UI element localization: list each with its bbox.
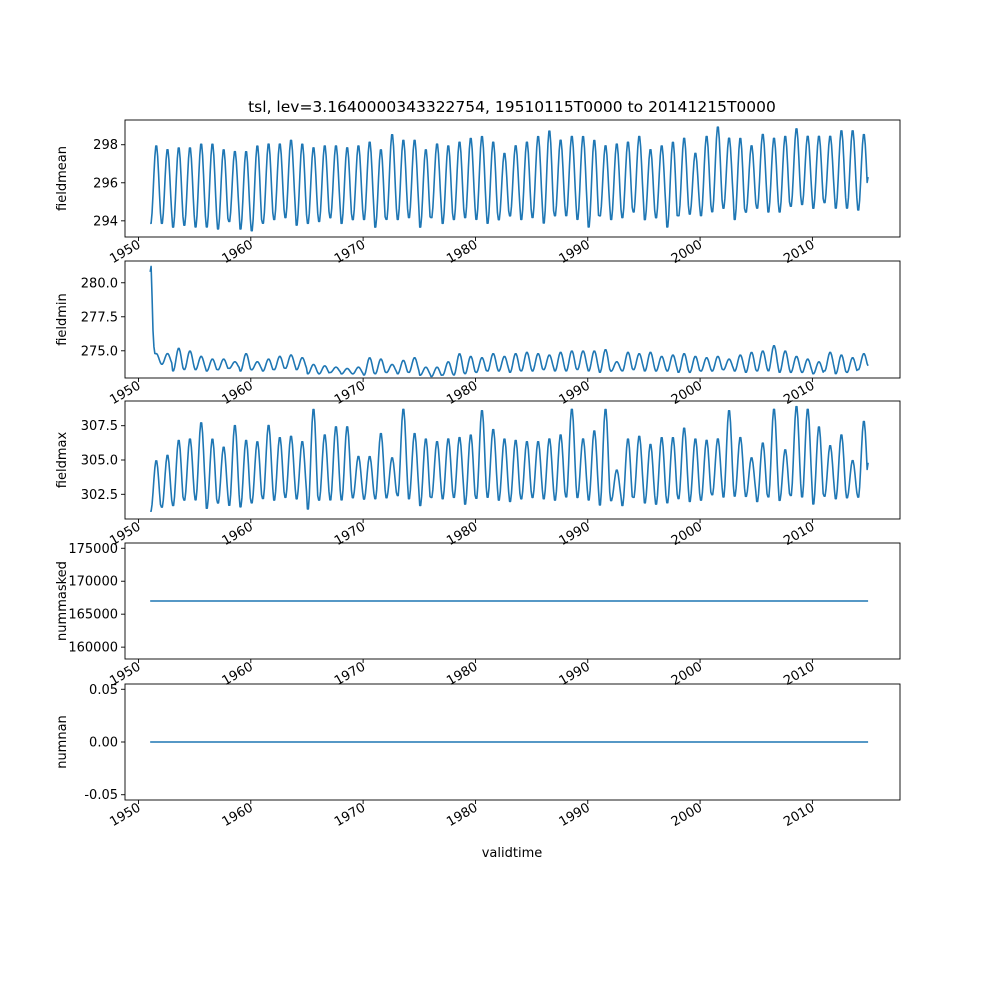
y-tick-label-nummasked-0: 175000 <box>68 542 118 557</box>
y-tick-label-fieldmax-0: 307.5 <box>81 419 118 434</box>
y-axis-label-nummasked: nummasked <box>55 561 70 641</box>
y-tick-label-fieldmin-1: 277.5 <box>81 310 118 325</box>
y-tick-label-fieldmax-1: 305.0 <box>81 454 118 469</box>
y-axis-label-fieldmin: fieldmin <box>55 293 70 346</box>
y-axis-label-fieldmax: fieldmax <box>55 432 70 489</box>
series-line-fieldmin <box>149 265 869 378</box>
axes-frame-fieldmin <box>124 260 901 379</box>
y-tick-label-nummasked-3: 160000 <box>68 641 118 656</box>
y-axis-label-fieldmean: fieldmean <box>55 146 70 211</box>
y-axis-label-numnan: numnan <box>55 715 70 769</box>
y-tick-label-numnan-2: -0.05 <box>84 788 118 803</box>
y-tick-label-fieldmax-2: 302.5 <box>81 488 118 503</box>
y-tick-label-fieldmean-2: 298 <box>93 138 118 153</box>
y-tick-label-fieldmean-0: 294 <box>93 214 118 229</box>
chart-title: tsl, lev=3.1640000343322754, 19510115T00… <box>248 98 776 116</box>
y-tick-label-nummasked-2: 165000 <box>68 608 118 623</box>
axes-frame-fieldmean <box>124 119 901 238</box>
x-axis-label: validtime <box>482 846 543 861</box>
y-tick-label-fieldmin-2: 275.0 <box>81 344 118 359</box>
y-tick-label-nummasked-1: 170000 <box>68 575 118 590</box>
axes-frame-nummasked <box>124 542 901 660</box>
y-tick-label-fieldmin-0: 280.0 <box>81 276 118 291</box>
y-tick-label-fieldmean-1: 296 <box>93 176 118 191</box>
series-line-fieldmean <box>150 126 869 232</box>
y-tick-label-numnan-1: 0.00 <box>89 736 118 751</box>
series-line-fieldmax <box>150 405 869 513</box>
y-tick-label-numnan-0: 0.05 <box>89 683 118 698</box>
